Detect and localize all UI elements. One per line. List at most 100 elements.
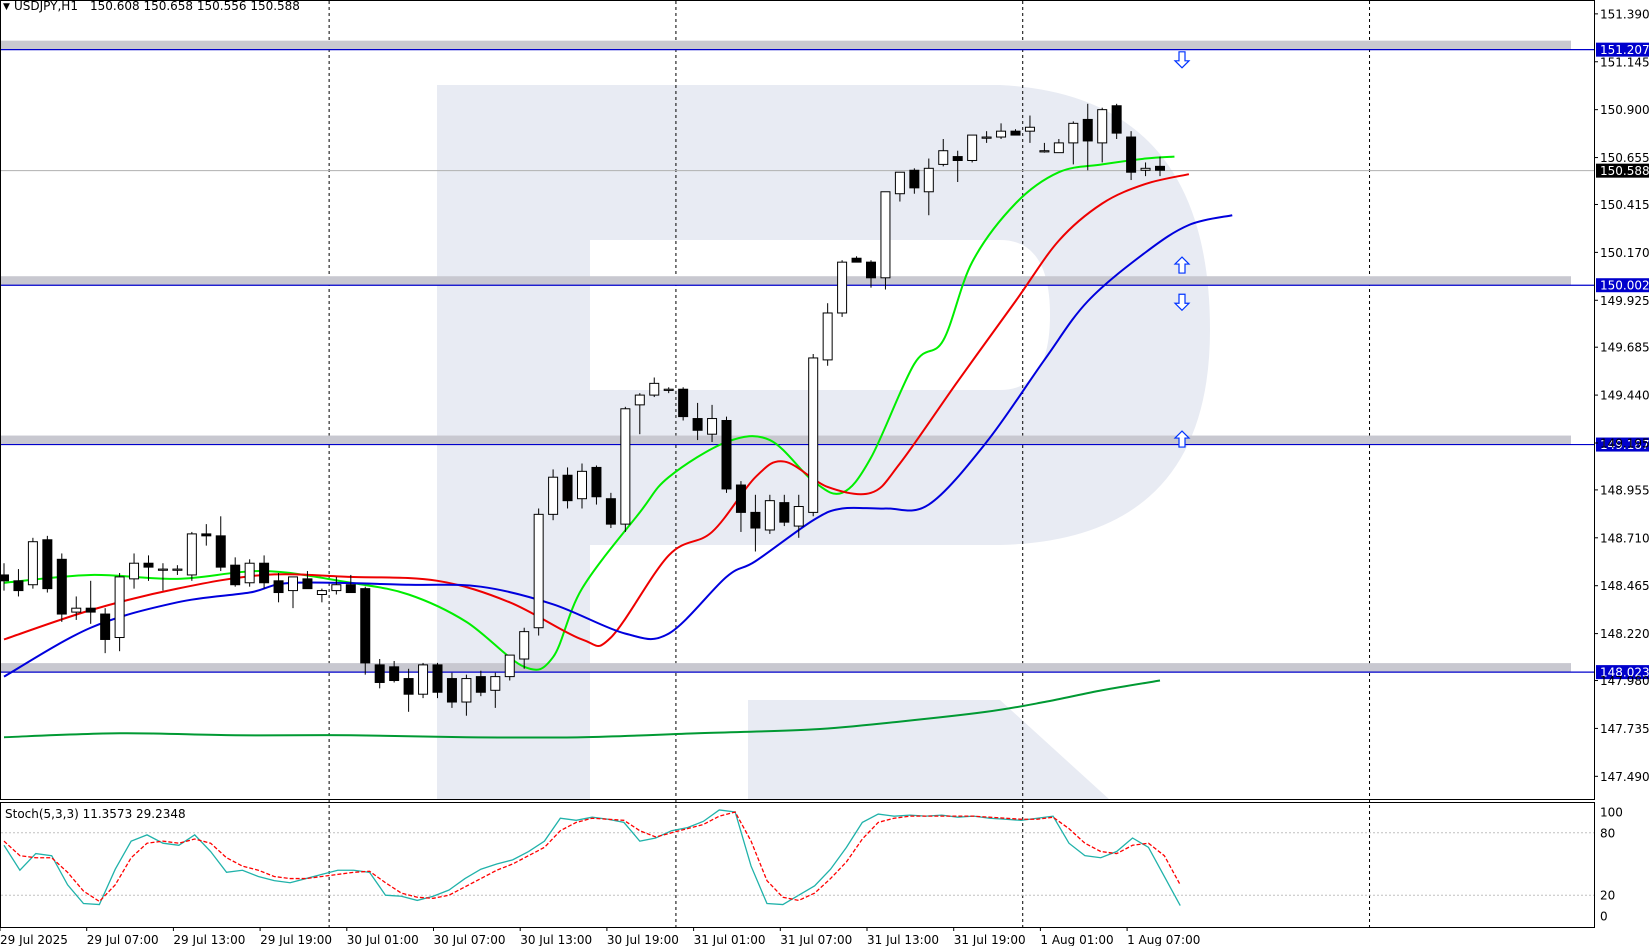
candle-bullish <box>1024 126 1035 132</box>
watermark-shape <box>748 700 1110 800</box>
stoch-level-label: 0 <box>1600 910 1608 924</box>
level-price-tag <box>1596 437 1649 452</box>
symbol-label: USDJPY,H1 <box>14 0 78 13</box>
price-tick-label: 147.980 <box>1600 674 1650 688</box>
candle-bearish <box>273 580 284 594</box>
candle-bullish <box>331 584 342 592</box>
arrow-down-icon <box>1173 51 1191 69</box>
signal-arrows <box>1173 51 1191 448</box>
candle-bearish <box>389 666 400 682</box>
candle-bearish <box>85 607 96 613</box>
candle-bullish <box>894 171 905 195</box>
price-tick-label: 148.955 <box>1600 483 1650 497</box>
candle-bearish <box>302 578 313 590</box>
price-tick-label: 150.415 <box>1600 198 1650 212</box>
price-tick-label: 151.145 <box>1600 55 1650 69</box>
candle-bullish <box>186 533 197 576</box>
price-tick-label: 149.440 <box>1600 389 1650 403</box>
candle-bearish <box>230 564 241 586</box>
candle-bullish <box>808 357 819 513</box>
candle-bullish <box>764 500 775 531</box>
price-tick-label: 148.220 <box>1600 627 1650 641</box>
candle-bearish <box>475 676 486 693</box>
stochastic-panel: 100 80 20 0 <box>1 806 1623 924</box>
candle-bullish <box>822 312 833 361</box>
candle-bearish <box>851 257 862 263</box>
stoch-k-line <box>3 809 1181 906</box>
candle-bullish <box>316 590 327 596</box>
price-axis[interactable]: 151.390 151.145 150.900 150.655 150.415 150.1… <box>1594 7 1650 784</box>
candle-bullish <box>129 562 140 580</box>
candle-bullish <box>996 130 1007 138</box>
candle-bearish <box>692 418 703 431</box>
time-tick-label: 31 Jul 07:00 <box>780 933 852 946</box>
time-tick-label: 1 Aug 01:00 <box>1040 933 1113 946</box>
candle-bearish <box>215 535 226 568</box>
candle-bearish <box>143 562 154 568</box>
period-separators <box>328 1 1371 927</box>
candle-bullish <box>1053 142 1064 154</box>
candle-bearish <box>952 156 963 161</box>
level-price-label: 150.002 <box>1600 279 1650 293</box>
stochastic-frame <box>0 802 1595 928</box>
candle-bullish <box>157 568 168 571</box>
arrow-up-icon <box>1173 256 1191 274</box>
candle-bullish <box>577 470 587 500</box>
candle-bearish <box>360 588 371 664</box>
candle-bearish <box>1082 118 1093 142</box>
candle-bearish <box>1111 105 1122 134</box>
candles <box>0 103 1165 716</box>
candle-bullish <box>114 576 125 639</box>
stoch-d-line <box>3 811 1181 903</box>
ma-slow-blue-line <box>3 214 1233 678</box>
candle-bearish <box>201 533 212 537</box>
candle-bearish <box>678 388 689 418</box>
candle-bearish <box>56 558 67 615</box>
candle-bullish <box>1068 122 1079 144</box>
support-resistance-levels: 151.207 150.002 149.187 148.023 150.588 <box>1 40 1650 680</box>
candle-bullish <box>620 408 631 525</box>
candle-bearish <box>605 498 616 525</box>
time-axis[interactable]: 29 Jul 2025 29 Jul 07:00 29 Jul 13:00 29 Ju… <box>0 927 1200 947</box>
candle-bullish <box>519 631 530 660</box>
level-band <box>1 663 1571 673</box>
candle-bearish <box>345 584 356 594</box>
time-tick-label: 31 Jul 19:00 <box>954 933 1026 946</box>
candle-bearish <box>374 664 385 683</box>
candle-bearish <box>1126 136 1137 173</box>
time-tick-label: 29 Jul 13:00 <box>173 933 245 946</box>
level-band <box>1 435 1571 445</box>
candle-bearish <box>591 466 602 498</box>
candle-bullish <box>27 541 38 586</box>
price-tick-label: 149.685 <box>1600 341 1650 355</box>
candle-bearish <box>100 613 111 640</box>
level-price-label: 148.023 <box>1600 666 1650 680</box>
candle-bearish <box>446 678 457 703</box>
candle-bullish <box>663 388 674 391</box>
symbol-dropdown-icon[interactable]: ▼ <box>3 2 10 12</box>
time-tick-label: 30 Jul 01:00 <box>347 933 419 946</box>
price-tick-label: 150.170 <box>1600 246 1650 260</box>
time-tick-label: 30 Jul 07:00 <box>434 933 506 946</box>
time-tick-label: 29 Jul 07:00 <box>87 933 159 946</box>
candle-bullish <box>923 167 934 193</box>
stoch-level-label: 80 <box>1600 826 1615 840</box>
candle-bullish <box>172 568 183 571</box>
candle-bearish <box>0 574 9 582</box>
price-tick-label: 147.735 <box>1600 722 1650 736</box>
current-price-tag <box>1596 163 1649 178</box>
candle-bullish <box>649 382 660 396</box>
time-tick-label: 30 Jul 19:00 <box>607 933 679 946</box>
candle-bearish <box>721 420 732 490</box>
candle-bullish <box>288 576 298 592</box>
candle-bearish <box>750 511 761 529</box>
candle-bearish <box>735 484 746 513</box>
candle-bullish <box>548 476 559 515</box>
ma-long-green-line <box>3 679 1161 739</box>
ohlc-readout: 150.608 150.658 150.556 150.588 <box>90 0 300 13</box>
candle-bearish <box>1155 165 1165 171</box>
candle-bullish <box>1039 150 1050 153</box>
stochastic-label: Stoch(5,3,3) 11.3573 29.2348 <box>5 807 186 821</box>
